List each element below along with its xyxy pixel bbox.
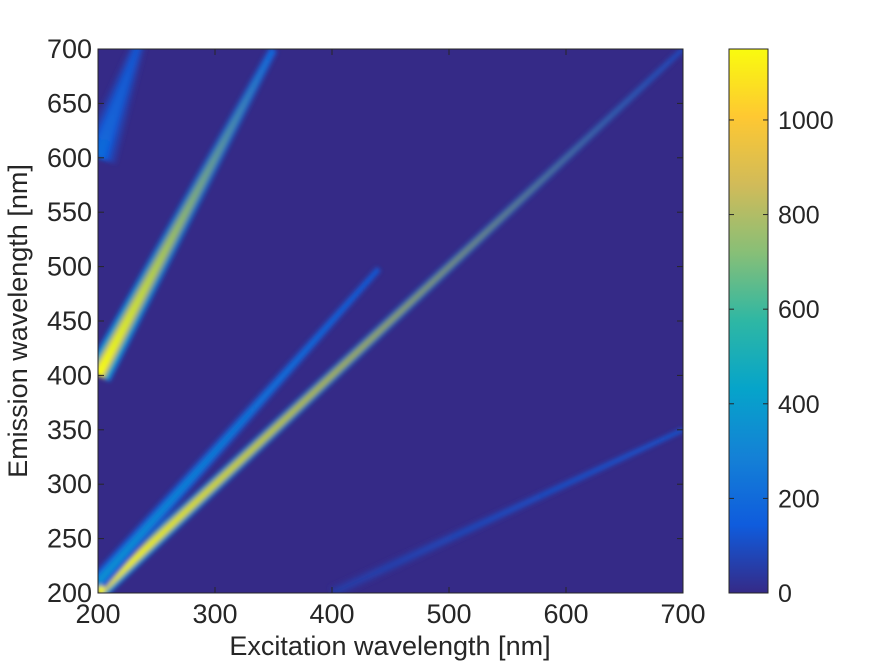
- y-tick-label: 700: [47, 34, 92, 64]
- colorbar: [728, 48, 769, 594]
- y-tick-label: 400: [47, 360, 92, 390]
- colorbar-tick-label: 800: [778, 202, 820, 230]
- x-tick-label: 500: [426, 599, 471, 629]
- x-tick-label: 300: [192, 599, 237, 629]
- y-tick-label: 650: [47, 88, 92, 118]
- y-tick-label: 600: [47, 143, 92, 173]
- y-tick-label: 200: [47, 578, 92, 608]
- y-tick-label: 300: [47, 469, 92, 499]
- scatter-band-0: [98, 49, 683, 593]
- y-tick-label: 250: [47, 524, 92, 554]
- x-tick-label: 400: [309, 599, 354, 629]
- scatter-band-4: [331, 429, 683, 593]
- y-tick-label: 350: [47, 415, 92, 445]
- y-tick-label: 550: [47, 197, 92, 227]
- x-axis-ticks: 200 300 400 500 600 700: [75, 49, 706, 629]
- x-tick-label: 700: [660, 599, 705, 629]
- scatter-band-3: [98, 49, 140, 160]
- colorbar-tick-label: 200: [778, 485, 820, 513]
- y-tick-label: 450: [47, 306, 92, 336]
- y-tick-label: 500: [47, 252, 92, 282]
- scatter-band-2: [98, 49, 275, 378]
- x-axis-label: Excitation wavelength [nm]: [229, 631, 550, 661]
- y-axis-ticks: 200 250 300 350 400 450 500 550 600 650 700: [47, 34, 683, 608]
- y-axis-label: Emission wavelength [nm]: [3, 164, 33, 478]
- colorbar-tick-label: 0: [778, 580, 792, 608]
- colorbar-ticks: 0 200 400 600 800 1000: [729, 107, 834, 608]
- colorbar-tick-label: 400: [778, 391, 820, 419]
- colorbar-tick-label: 600: [778, 296, 820, 324]
- scatter-band-1: [98, 268, 380, 584]
- x-tick-label: 600: [543, 599, 588, 629]
- x-tick-label: 200: [75, 599, 120, 629]
- heatmap-bands: [98, 49, 683, 593]
- colorbar-tick-label: 1000: [778, 107, 834, 135]
